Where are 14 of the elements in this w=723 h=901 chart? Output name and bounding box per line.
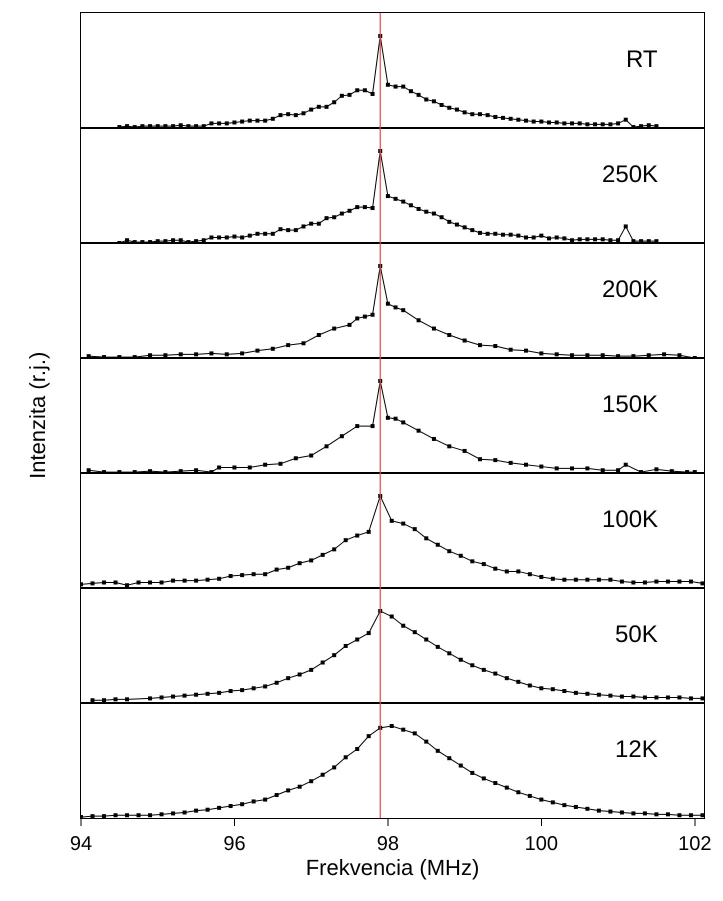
text: 200K bbox=[602, 276, 658, 303]
x-tick-label: 98 bbox=[376, 833, 400, 855]
x-axis-title: Frekvencia (MHz) bbox=[306, 855, 480, 880]
y-axis-title: Intenzita (r.j.) bbox=[24, 352, 50, 479]
x-tick-label: 102 bbox=[678, 833, 712, 855]
series-label: 50K bbox=[615, 621, 658, 648]
x-tick-label: 94 bbox=[70, 833, 92, 855]
x-tick-label: 100 bbox=[524, 833, 558, 855]
x-tick-label: 96 bbox=[223, 833, 246, 855]
series-label: 100K bbox=[602, 506, 658, 533]
series-label: RT bbox=[626, 46, 658, 73]
series-label: 12K bbox=[615, 736, 658, 763]
text: 150K bbox=[602, 391, 658, 418]
series-label: 250K bbox=[602, 161, 658, 188]
